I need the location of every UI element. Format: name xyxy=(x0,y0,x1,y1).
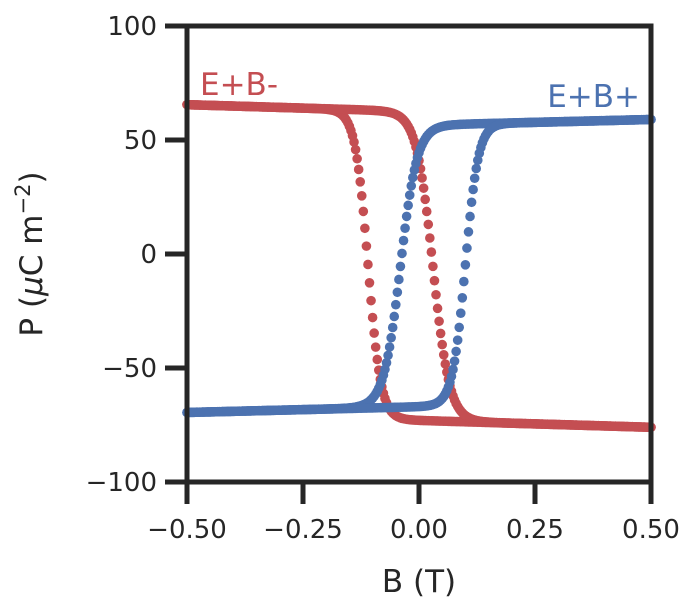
x-tick-label: 0.50 xyxy=(622,515,680,545)
data-point-e-plus-b-minus xyxy=(360,223,370,234)
y-axis-label-close: ) xyxy=(14,171,50,183)
data-point-e-plus-b-plus xyxy=(448,364,458,375)
scatter-points xyxy=(182,99,656,433)
y-tick-label: 50 xyxy=(124,126,157,156)
data-point-e-plus-b-plus xyxy=(381,358,392,368)
data-point-e-plus-b-plus xyxy=(391,299,401,310)
data-point-e-plus-b-minus xyxy=(363,259,373,270)
data-point-e-plus-b-minus xyxy=(418,183,429,193)
data-point-e-plus-b-minus xyxy=(366,295,376,306)
y-axis-label-mu: μ xyxy=(14,276,50,297)
data-point-e-plus-b-minus xyxy=(358,206,369,217)
y-axis-label-exponent: −2 xyxy=(11,184,35,215)
data-point-e-plus-b-minus xyxy=(353,164,364,175)
data-point-e-plus-b-minus xyxy=(438,350,449,360)
data-point-e-plus-b-plus xyxy=(406,181,417,191)
data-point-e-plus-b-plus xyxy=(392,287,403,298)
data-point-e-plus-b-minus xyxy=(417,173,427,183)
data-point-e-plus-b-plus xyxy=(395,261,406,272)
y-tick-label: −100 xyxy=(86,468,157,498)
data-point-e-plus-b-plus xyxy=(455,308,466,318)
data-point-e-plus-b-plus xyxy=(384,342,395,352)
data-point-e-plus-b-plus xyxy=(463,227,474,237)
data-point-e-plus-b-plus xyxy=(460,260,471,270)
data-point-e-plus-b-minus xyxy=(355,177,366,187)
data-point-e-plus-b-minus xyxy=(434,316,444,327)
data-point-e-plus-b-plus xyxy=(394,274,404,285)
data-point-e-plus-b-minus xyxy=(420,194,430,205)
data-point-e-plus-b-plus xyxy=(403,200,413,211)
data-point-e-plus-b-minus xyxy=(349,137,359,147)
data-point-e-plus-b-minus xyxy=(364,278,375,288)
y-tick-label: −50 xyxy=(102,354,157,384)
data-point-e-plus-b-plus xyxy=(457,293,468,303)
data-point-e-plus-b-minus xyxy=(372,354,383,365)
data-point-e-plus-b-minus xyxy=(426,247,437,257)
data-point-e-plus-b-plus xyxy=(404,190,415,200)
data-point-e-plus-b-plus xyxy=(387,322,398,333)
data-point-e-plus-b-plus xyxy=(383,350,393,361)
data-point-e-plus-b-minus xyxy=(435,328,446,339)
data-point-e-plus-b-plus xyxy=(400,223,410,233)
data-point-e-plus-b-plus xyxy=(397,248,407,259)
data-point-e-plus-b-minus xyxy=(352,153,362,164)
data-point-e-plus-b-minus xyxy=(369,328,379,338)
y-axis-label-unit: C m xyxy=(14,214,50,276)
data-point-e-plus-b-plus xyxy=(386,332,396,343)
x-tick-label: 0.25 xyxy=(506,515,564,545)
data-point-e-plus-b-minus xyxy=(428,261,438,272)
data-point-e-plus-b-plus xyxy=(389,311,400,322)
data-point-e-plus-b-plus xyxy=(469,173,480,184)
data-point-e-plus-b-minus xyxy=(423,219,434,230)
series-label-e-plus-b-minus: E+B- xyxy=(200,67,278,103)
data-point-e-plus-b-minus xyxy=(370,342,381,352)
data-point-e-plus-b-plus xyxy=(401,211,412,222)
data-point-e-plus-b-plus xyxy=(454,322,465,333)
data-point-e-plus-b-minus xyxy=(431,289,441,300)
data-point-e-plus-b-plus xyxy=(465,211,475,222)
data-point-e-plus-b-minus xyxy=(361,241,372,251)
data-point-e-plus-b-minus xyxy=(421,206,432,217)
data-point-e-plus-b-minus xyxy=(367,312,378,323)
data-point-e-plus-b-plus xyxy=(449,356,460,366)
data-point-e-plus-b-plus xyxy=(398,235,409,246)
data-point-e-plus-b-plus xyxy=(462,243,472,253)
x-tick-label: 0.00 xyxy=(390,515,448,545)
x-tick-label: −0.50 xyxy=(147,515,227,545)
data-point-e-plus-b-minus xyxy=(440,359,451,369)
data-point-e-plus-b-minus xyxy=(429,275,440,286)
data-point-e-plus-b-plus xyxy=(468,184,478,195)
data-point-e-plus-b-minus xyxy=(432,303,443,314)
x-tick-label: −0.25 xyxy=(263,515,343,545)
y-axis-label: P (μC m−2) xyxy=(11,171,50,336)
y-tick-label: 100 xyxy=(107,12,157,42)
data-point-e-plus-b-plus xyxy=(459,276,469,287)
data-point-e-plus-b-minus xyxy=(356,191,367,201)
data-point-e-plus-b-plus xyxy=(471,163,482,174)
data-point-e-plus-b-plus xyxy=(451,346,461,357)
series-label-e-plus-b-plus: E+B+ xyxy=(547,79,640,115)
y-tick-label: 0 xyxy=(140,240,157,270)
x-axis-label: B (T) xyxy=(382,564,456,600)
data-point-e-plus-b-plus xyxy=(452,335,463,345)
data-point-e-plus-b-plus xyxy=(408,172,418,183)
data-point-e-plus-b-minus xyxy=(425,233,435,243)
axis-ticks: −0.50 −0.25 0.00 0.25 0.50 −100 −50 0 50 100 xyxy=(86,12,680,545)
data-point-e-plus-b-plus xyxy=(466,197,477,208)
y-axis-label-main: P ( xyxy=(14,296,50,337)
data-point-e-plus-b-minus xyxy=(350,144,361,155)
data-point-e-plus-b-minus xyxy=(437,339,448,350)
